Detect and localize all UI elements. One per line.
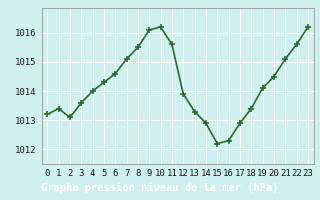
Text: Graphe pression niveau de la mer (hPa): Graphe pression niveau de la mer (hPa) <box>41 183 279 193</box>
